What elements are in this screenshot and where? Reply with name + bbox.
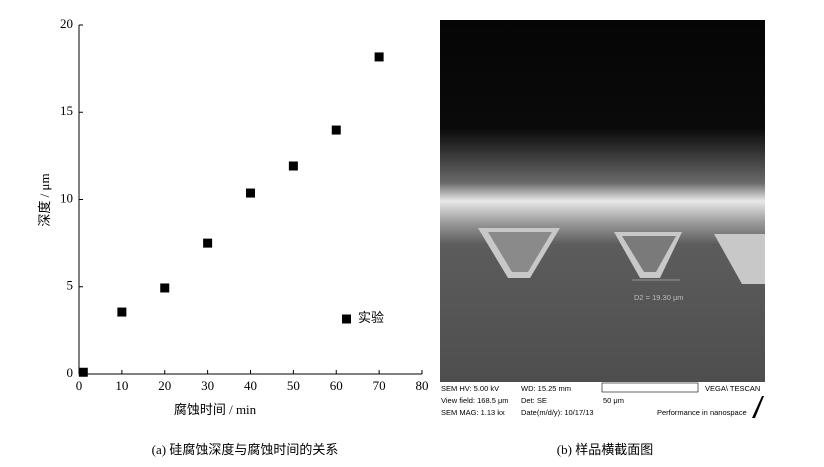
sem-info: Det: SE: [521, 396, 547, 405]
sem-info: Date(m/d/y): 10/17/13: [521, 408, 594, 417]
x-tick-label: 10: [115, 378, 128, 393]
y-axis-label: 深度 / μm: [37, 173, 52, 226]
sem-info: 50 μm: [603, 396, 624, 405]
y-tick-label: 15: [60, 103, 73, 118]
caption: (b) 样品横截面图: [557, 442, 653, 457]
x-tick-label: 50: [287, 378, 300, 393]
point: [78, 367, 88, 377]
legend-label: 实验: [358, 310, 384, 325]
sem-info: VEGA\ TESCAN: [705, 384, 760, 393]
y-tick-label: 5: [67, 278, 74, 293]
x-tick-label: 60: [330, 378, 343, 393]
x-axis-label: 腐蚀时间 / min: [174, 402, 257, 417]
caption: (a) 硅腐蚀深度与腐蚀时间的关系: [152, 442, 339, 457]
sem-background: [440, 20, 765, 382]
point: [374, 52, 384, 62]
point: [203, 238, 213, 248]
sem-info: WD: 15.25 mm: [521, 384, 571, 393]
x-tick-label: 40: [244, 378, 257, 393]
y-tick-label: 20: [60, 16, 73, 31]
info-bar: [440, 382, 765, 420]
legend-marker: [342, 314, 351, 324]
x-tick-label: 70: [373, 378, 386, 393]
measure-label: D2 = 19.30 μm: [634, 293, 684, 302]
logo: [752, 396, 764, 418]
point: [160, 283, 170, 293]
sem-info: SEM HV: 5.00 kV: [441, 384, 499, 393]
x-tick-label: 30: [201, 378, 214, 393]
scale-box: [601, 382, 699, 393]
point: [246, 188, 255, 198]
sem-info: SEM MAG: 1.13 kx: [441, 408, 505, 417]
point: [117, 307, 127, 317]
x-tick-label: 80: [416, 378, 429, 393]
y-tick-label: 0: [67, 365, 74, 380]
sem-info: View field: 168.5 μm: [441, 396, 509, 405]
point: [331, 125, 341, 135]
y-tick-label: 10: [60, 190, 73, 205]
groove: [488, 232, 552, 272]
sem-info: Performance in nanospace: [657, 408, 747, 417]
x-tick-label: 20: [158, 378, 171, 393]
point: [288, 161, 298, 171]
groove: [622, 236, 676, 272]
sem-image: D2 = 19.30 μm SEM HV: 5.00 kV WD: 15.25 …: [440, 20, 765, 420]
groove: [714, 234, 765, 284]
x-tick-label: 0: [76, 378, 83, 393]
